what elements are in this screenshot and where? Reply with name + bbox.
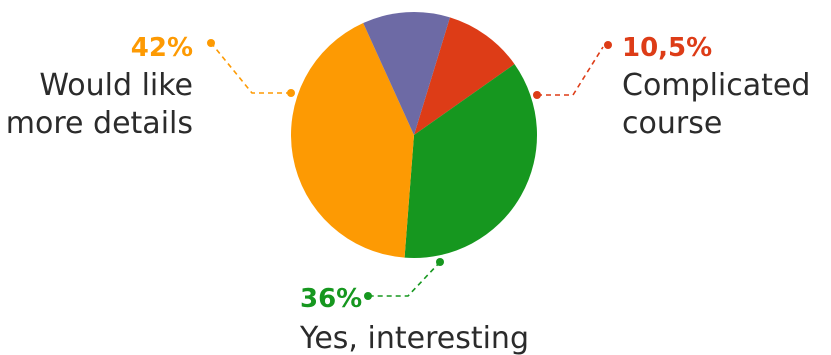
data-label-percent-interesting: 36% — [300, 284, 362, 314]
slice-label-complicated-line1: Complicated — [622, 68, 810, 103]
pie-slice-interesting — [404, 64, 538, 259]
data-label-percent-complicated: 10,5% — [622, 33, 712, 63]
slice-label-interesting: Yes, interesting — [299, 321, 529, 355]
slice-label-details-line2: more details — [6, 106, 193, 141]
pie-slice-complicated — [414, 17, 515, 135]
pie-slices — [291, 11, 538, 259]
leader-line-interesting — [364, 258, 444, 300]
leader-line-details — [207, 39, 295, 97]
slice-label-details-line1: Would like — [39, 68, 193, 103]
slice-label-complicated-line2: course — [622, 106, 722, 141]
leader-line-complicated — [533, 41, 612, 99]
data-label-percent-details: 42% — [131, 33, 193, 63]
pie-slice-details — [291, 22, 414, 258]
pie-slice-other — [363, 11, 450, 135]
